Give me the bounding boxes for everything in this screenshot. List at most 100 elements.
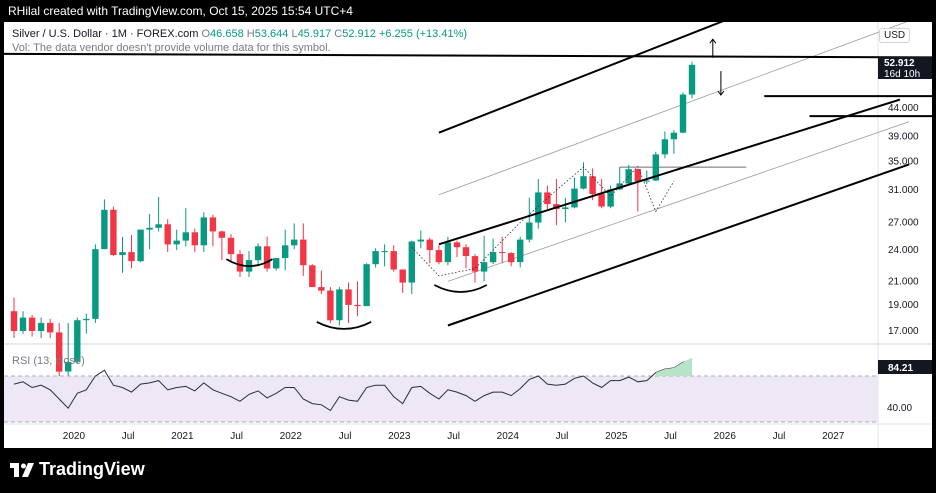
candle-body [571,188,578,208]
candle-body [83,318,90,321]
candle [390,245,397,272]
candlestick-series [10,61,696,377]
candle-body [128,252,135,262]
candle-body [164,224,171,245]
rounded-bottom-arc [433,284,488,293]
candle-body [426,239,433,251]
symbol-legend[interactable]: Silver / U.S. Dollar · 1M · FOREX.com O4… [12,28,467,40]
candle [92,244,99,323]
candle-body [318,287,325,291]
candle [155,197,162,232]
candle [471,254,479,283]
candle [273,258,280,271]
price-tick-label: 31.000 [888,185,919,196]
candle-body [47,322,54,333]
candle [480,235,488,282]
candle-body [399,269,406,283]
time-tick-label: 2022 [280,431,303,442]
candle-body [28,317,36,331]
candle-body [200,217,207,246]
time-tick-label: Jul [122,431,135,442]
candle-body [65,361,72,372]
rsi-pane[interactable] [4,357,878,423]
candle-body [300,239,307,266]
up-arrow-head [709,38,717,44]
trendline[interactable] [447,163,910,327]
candle-body [688,64,696,95]
candle-body [390,251,397,270]
currency-button[interactable]: USD [879,28,911,43]
candle-body [282,245,289,259]
rsi-overbought-fill [655,357,692,376]
time-tick-label: 2026 [714,431,737,442]
candle-body [137,229,144,262]
candle [254,243,262,267]
rounded-bottom-arc [316,321,372,330]
candle-body [254,246,262,261]
candle-body [489,252,497,263]
candle [517,236,524,268]
candle [508,252,515,267]
price-tick-label: 24.000 [888,245,919,256]
candle [688,61,696,99]
candle [661,131,669,159]
time-axis[interactable]: 2020 Jul 2021 Jul 2022 Jul 2023 Jul 2024 Jul 2025 J… [63,431,845,442]
tradingview-logo[interactable]: TradingView [10,459,145,480]
time-tick-label: Jul [339,431,352,442]
symbol-name[interactable]: Silver / U.S. Dollar · 1M · FOREX.com [12,28,199,40]
candle [571,177,578,209]
footer-bar: TradingView [0,448,936,493]
candle [535,179,542,229]
candle-body [218,231,226,238]
time-tick-label: Jul [773,431,786,442]
candle [408,240,415,295]
candle [589,168,596,201]
trendline[interactable] [4,52,932,59]
chart-panel[interactable]: 52.912 16d 10h 84.21 40.00 44.000 39.000 3… [4,22,932,448]
close-value: 52.912 [342,28,376,40]
tradingview-logo-icon [10,462,34,477]
candle [327,287,334,323]
candle [499,236,506,264]
candle-body [56,332,63,372]
open-value: 46.658 [210,28,244,40]
candle [65,322,72,377]
trendlines[interactable] [4,22,932,327]
rounded-bottom-arc [225,258,273,267]
candle-body [444,242,452,263]
time-tick-label: 2021 [171,431,194,442]
price-axis[interactable]: 52.912 16d 10h 84.21 40.00 44.000 39.000 3… [878,57,932,414]
candle [553,179,560,226]
candle [137,229,144,263]
chart-canvas[interactable]: 52.912 16d 10h 84.21 40.00 44.000 39.000 3… [4,22,932,448]
candle [182,208,189,247]
trendline[interactable] [438,98,901,246]
candle [625,165,632,186]
candle [83,313,90,334]
price-tick-label: 21.000 [888,276,919,287]
rsi-line [13,359,693,412]
candle-body [227,237,235,255]
rsi-title[interactable]: RSI (13, close) [12,355,85,367]
candle [47,318,54,338]
candle [670,130,678,154]
candle-body [336,289,343,321]
candle-body [435,250,443,263]
candle [643,170,650,185]
price-tick-label: 35.000 [888,157,919,168]
candle-body [372,251,379,265]
candle [300,223,307,276]
candle-body [679,94,687,133]
candle-body [634,169,641,182]
candle [354,281,361,317]
candle [544,185,551,209]
candle-body [209,217,217,232]
trendline[interactable] [438,22,909,134]
price-tick-label: 44.000 [888,103,919,114]
candle-body [598,193,605,207]
candle-body [345,289,352,305]
candle-body [291,239,298,246]
candle [10,297,18,338]
candle [634,168,641,212]
candle-body [562,207,569,209]
